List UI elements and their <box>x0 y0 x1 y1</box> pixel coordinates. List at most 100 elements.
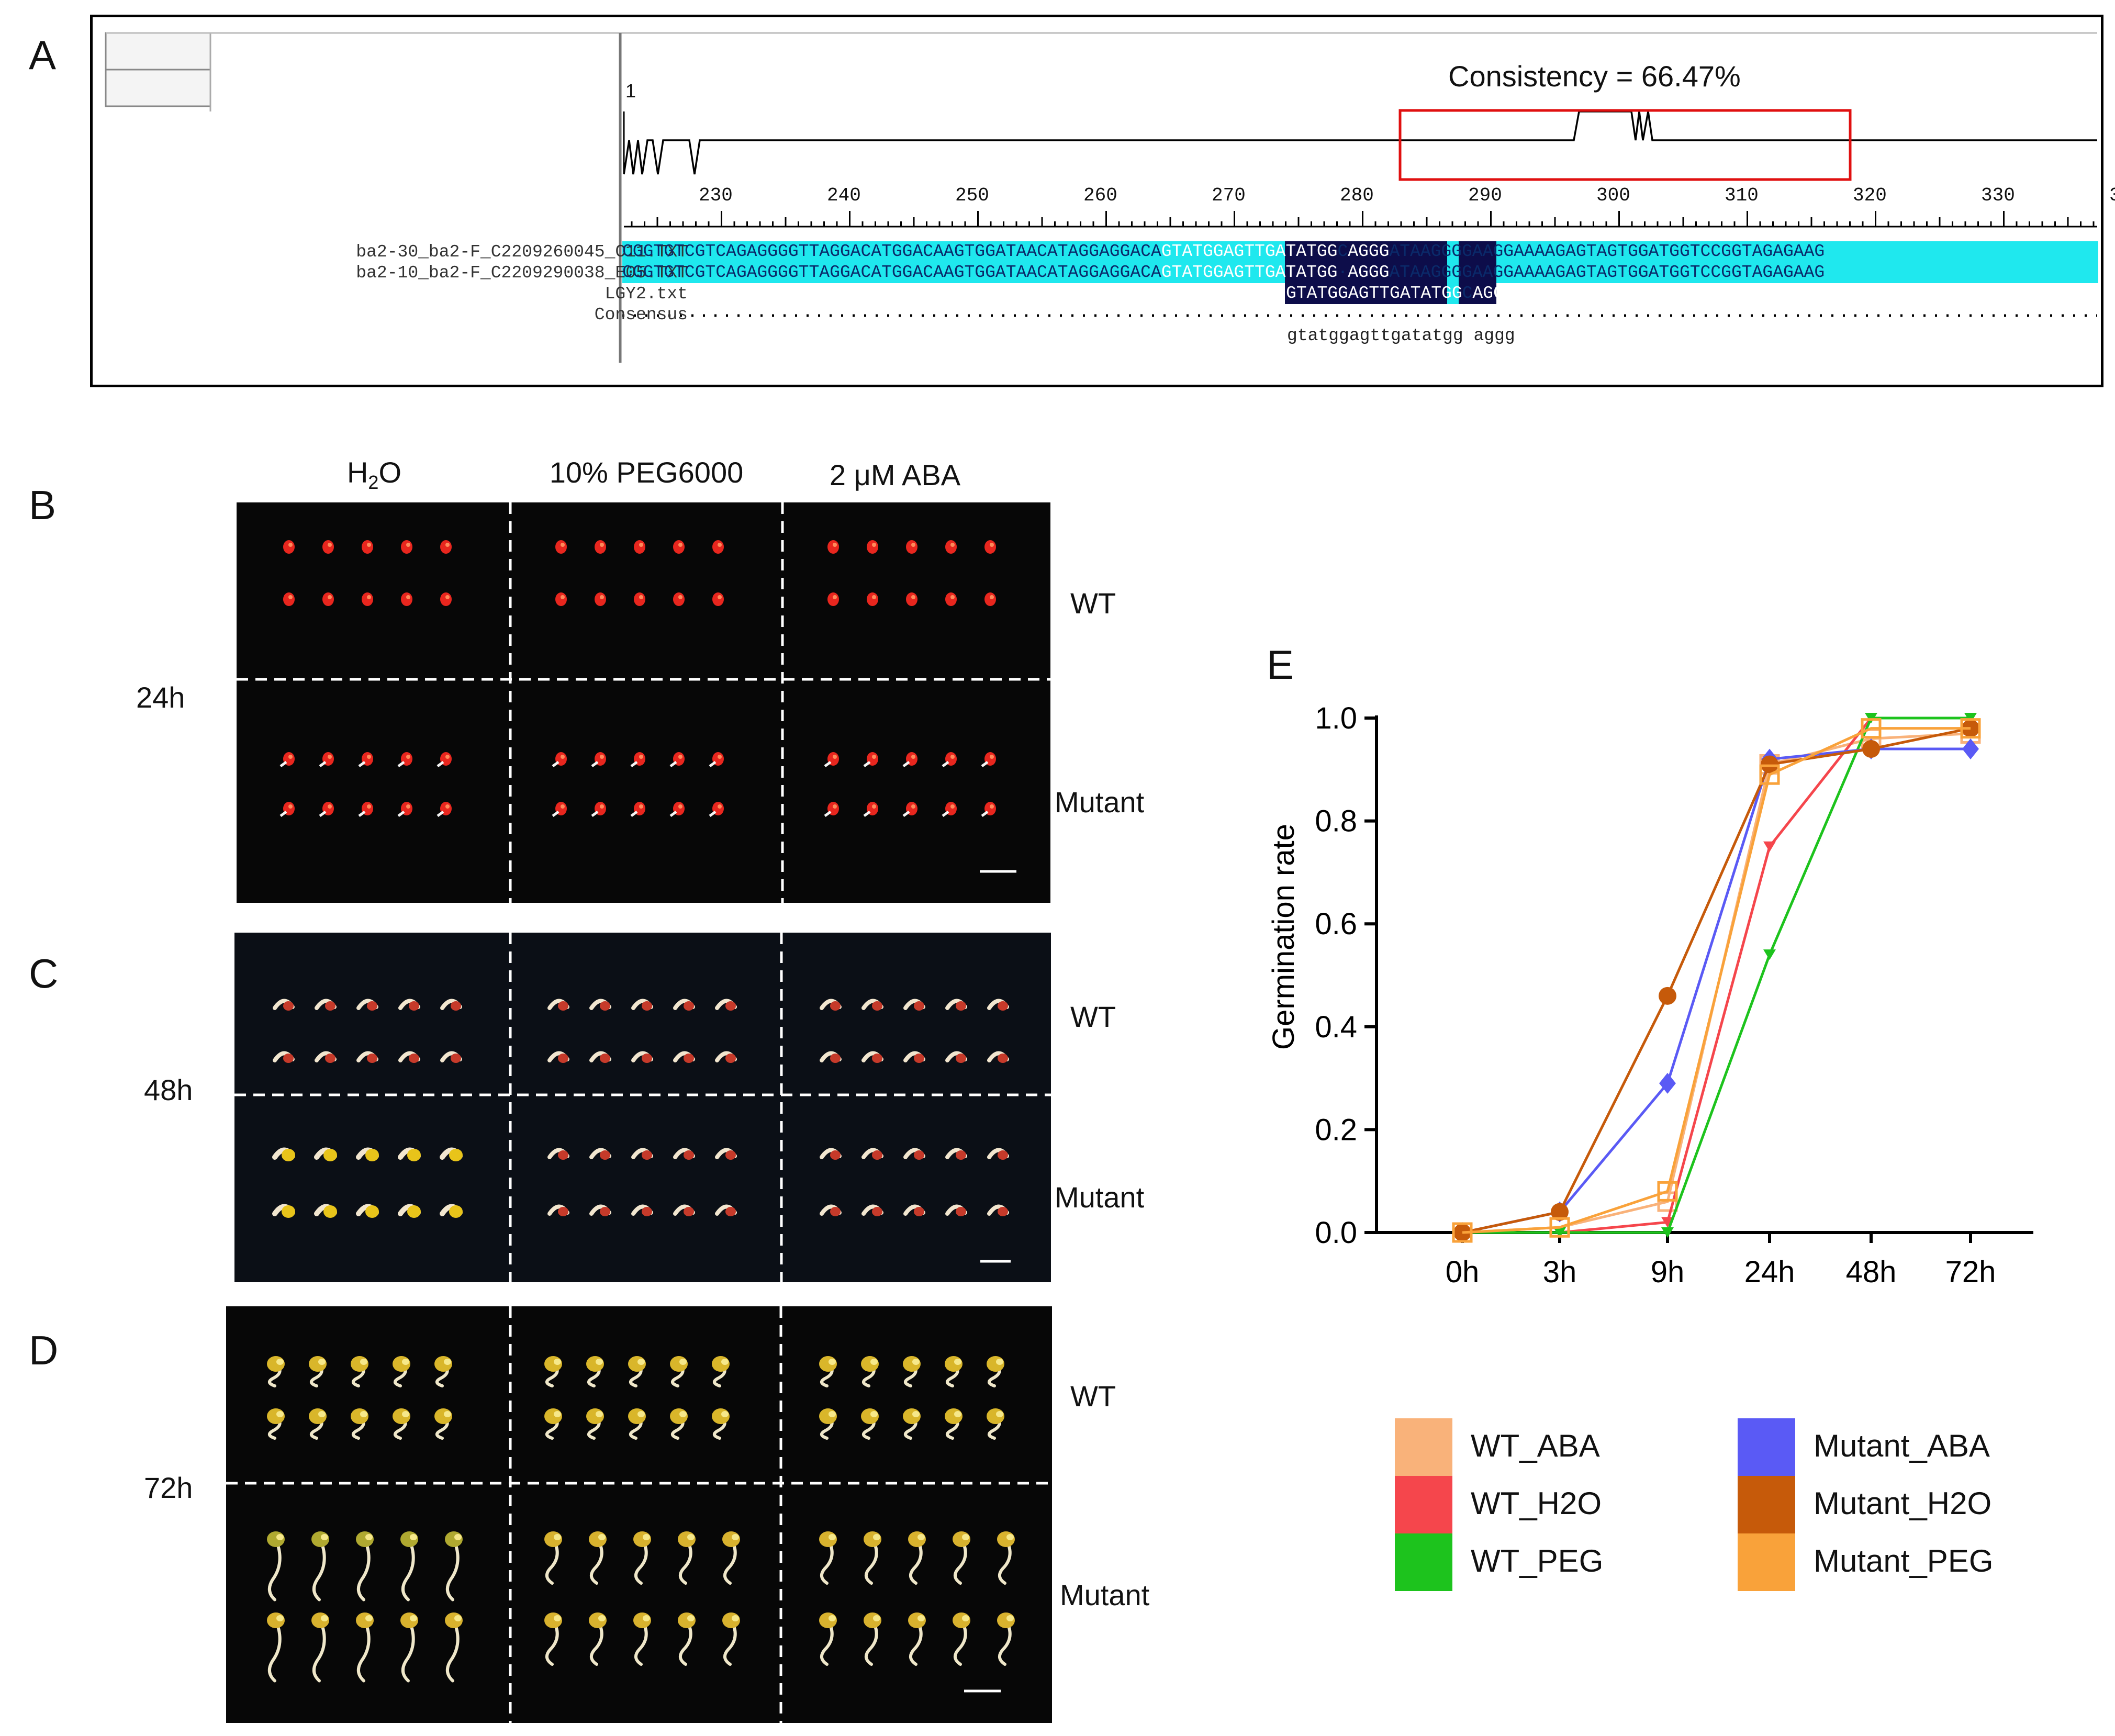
alignment-graphics <box>105 32 2098 363</box>
seed <box>956 1001 966 1011</box>
window-button-top[interactable] <box>105 32 211 71</box>
radicle <box>630 810 638 817</box>
panel-a-letter: A <box>29 32 57 78</box>
seed-highlight <box>406 804 410 809</box>
cotyledon-highlight <box>954 1411 961 1417</box>
x-tick-label: 0h <box>1446 1255 1480 1289</box>
seed <box>830 1001 841 1011</box>
col-head-peg: 10% PEG6000 <box>549 456 744 489</box>
seed <box>998 1001 1008 1011</box>
cotyledon-highlight <box>962 1615 969 1621</box>
seed <box>558 1207 568 1216</box>
legend-swatch-mutant-h2o <box>1738 1476 1795 1533</box>
seed <box>956 1207 966 1216</box>
cotyledon-highlight <box>917 1615 925 1621</box>
cotyledon-highlight <box>829 1534 836 1540</box>
row-label-48h-mutant: Mutant <box>1055 1181 1145 1214</box>
seed <box>283 592 295 606</box>
seed-highlight <box>718 755 722 759</box>
ruler-tick-label: 230 <box>699 185 733 206</box>
ruler-tick-label: 250 <box>955 185 989 206</box>
seed-highlight <box>833 804 837 809</box>
seed-highlight <box>872 595 876 599</box>
cotyledon-highlight <box>870 1359 878 1365</box>
seed <box>725 1001 736 1011</box>
seed <box>872 1207 882 1216</box>
root <box>357 1619 371 1683</box>
point-mutant-peg <box>1452 1222 1473 1243</box>
seed-highlight <box>561 755 565 759</box>
seed <box>595 592 606 606</box>
series-line-wt-h2o <box>1462 716 1971 1234</box>
seed <box>914 1207 924 1216</box>
legend-swatch-wt-peg <box>1395 1533 1452 1591</box>
radicle <box>863 810 871 817</box>
cotyledon-highlight <box>276 1615 284 1621</box>
seed <box>558 1150 568 1160</box>
root <box>545 1619 559 1666</box>
root <box>268 1619 282 1683</box>
ruler-tick-label: 330 <box>1981 185 2015 206</box>
seq-name-consensus: Consensus <box>594 305 688 324</box>
seq-name-3: LGY2.txt <box>605 284 688 304</box>
seed <box>998 1054 1008 1063</box>
radicle <box>319 810 327 817</box>
seed <box>914 1054 924 1063</box>
point-wt-peg <box>1661 1227 1674 1238</box>
seed <box>725 1150 736 1160</box>
cotyledon-highlight <box>276 1534 284 1540</box>
root <box>723 1619 737 1666</box>
window-button-bottom[interactable] <box>105 69 211 107</box>
seed-highlight <box>328 755 332 759</box>
photo-72h <box>226 1306 1052 1723</box>
cotyledon-highlight <box>276 1359 284 1365</box>
time-label-72h: 72h <box>144 1471 193 1504</box>
legend-label-wt-peg: WT_PEG <box>1471 1543 1604 1578</box>
radicle <box>981 760 989 768</box>
seed-highlight <box>639 595 643 599</box>
radicle <box>591 760 599 768</box>
root <box>446 1538 460 1601</box>
seed-highlight <box>950 755 955 759</box>
seed <box>367 1054 377 1063</box>
radicle <box>397 810 405 817</box>
y-tick-label: 0.2 <box>1315 1113 1357 1147</box>
cotyledon-highlight <box>721 1411 729 1417</box>
seed-highlight <box>833 595 837 599</box>
seed-highlight <box>445 804 450 809</box>
seed <box>673 592 685 606</box>
seed-highlight <box>990 543 994 547</box>
seed <box>365 1205 379 1218</box>
seed-highlight <box>990 804 994 809</box>
seed <box>409 1001 419 1011</box>
cotyledon-highlight <box>912 1359 920 1365</box>
root <box>998 1538 1012 1585</box>
cotyledon-highlight <box>917 1534 925 1540</box>
x-tick-label: 48h <box>1846 1255 1897 1289</box>
seed <box>449 1205 463 1218</box>
cotyledon-highlight <box>996 1411 1003 1417</box>
seed <box>642 1054 652 1063</box>
consensus-sequence: gtatggagttgatatgg aggg <box>1287 326 1515 345</box>
x-tick-label: 3h <box>1543 1255 1577 1289</box>
cotyledon-highlight <box>870 1411 878 1417</box>
seed-highlight <box>288 543 293 547</box>
seq3-gap: C <box>1462 284 1473 303</box>
seed <box>365 1149 379 1161</box>
seed <box>558 1054 568 1063</box>
cotyledon-highlight <box>829 1359 836 1365</box>
seed <box>684 1207 694 1216</box>
root <box>820 1619 834 1666</box>
cotyledon-highlight <box>402 1411 409 1417</box>
seed <box>325 1001 335 1011</box>
cotyledon-highlight <box>318 1359 326 1365</box>
seed <box>725 1054 736 1063</box>
col-head-aba: 2 μM ABA <box>829 458 961 491</box>
gap-column <box>1447 241 1459 304</box>
cotyledon-highlight <box>360 1411 367 1417</box>
root <box>401 1619 415 1683</box>
y-tick-label: 0.4 <box>1315 1010 1357 1044</box>
seed-highlight <box>911 755 915 759</box>
seed-highlight <box>328 543 332 547</box>
cotyledon-highlight <box>454 1615 462 1621</box>
